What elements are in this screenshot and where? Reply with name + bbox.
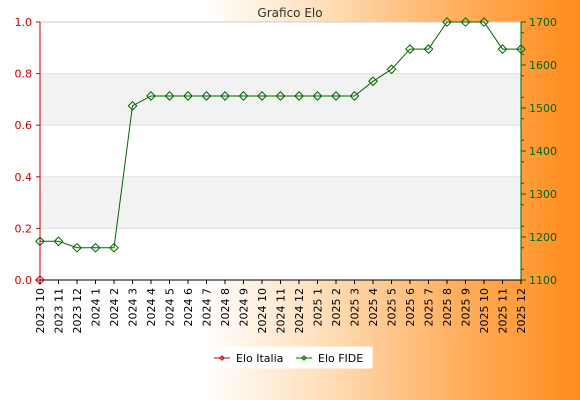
data-point xyxy=(238,91,249,101)
x-tick-label: 2025 4 xyxy=(367,288,380,327)
x-tick-label: 2024 8 xyxy=(219,288,232,327)
y-tick-right-label: 1100 xyxy=(529,274,557,287)
y-tick-left-label: 0.4 xyxy=(15,171,33,184)
data-point xyxy=(349,91,360,101)
y-tick-right-label: 1300 xyxy=(529,188,557,201)
data-point xyxy=(90,242,101,253)
data-point xyxy=(312,91,323,101)
data-point xyxy=(275,91,286,101)
x-tick-label: 2024 4 xyxy=(145,288,158,327)
data-point xyxy=(127,100,138,111)
legend-label: Elo Italia xyxy=(236,352,283,365)
x-tick-label: 2025 6 xyxy=(404,288,417,327)
y-tick-left-label: 0.2 xyxy=(15,222,33,235)
data-point xyxy=(331,91,341,101)
legend-label: Elo FIDE xyxy=(318,352,363,365)
data-point xyxy=(516,44,526,54)
x-tick-label: 2024 3 xyxy=(127,288,140,327)
x-tick-label: 2024 2 xyxy=(108,288,121,327)
plot-area xyxy=(40,22,521,280)
y-tick-right-label: 1500 xyxy=(529,102,557,115)
data-point xyxy=(109,242,119,253)
x-tick-label: 2024 9 xyxy=(238,288,251,327)
data-point xyxy=(460,17,471,27)
y-tick-right-label: 1200 xyxy=(529,231,557,244)
x-tick-label: 2025 3 xyxy=(349,288,362,327)
y-tick-right-label: 1600 xyxy=(529,59,557,72)
plot-background xyxy=(40,22,521,280)
data-point xyxy=(423,44,434,54)
x-tick-label: 2024 7 xyxy=(201,288,214,327)
data-point xyxy=(220,91,230,101)
data-point xyxy=(201,91,212,101)
data-point xyxy=(257,91,267,101)
data-point xyxy=(479,17,489,27)
y-tick-left-label: 1.0 xyxy=(15,16,33,29)
grid-band xyxy=(40,176,521,229)
series-line xyxy=(40,21,521,249)
x-tick-label: 2024 1 xyxy=(90,288,103,327)
y-tick-right-label: 1400 xyxy=(529,145,557,158)
data-point xyxy=(405,44,415,54)
x-tick-label: 2024 6 xyxy=(182,288,195,327)
legend-swatch-marker xyxy=(301,355,307,361)
x-tick-label: 2025 5 xyxy=(386,288,399,327)
x-tick-label: 2025 11 xyxy=(497,288,510,334)
data-point xyxy=(294,91,304,101)
x-tick-label: 2025 9 xyxy=(460,288,473,327)
x-tick-label: 2024 10 xyxy=(256,288,269,334)
legend-box xyxy=(209,346,373,369)
legend-swatch-marker xyxy=(219,355,225,361)
data-point xyxy=(53,236,64,247)
x-axis: 2023 10 2023 11 2023 12 2024 1 2024 2 2024 3 2… xyxy=(34,279,528,334)
x-tick-label: 2024 11 xyxy=(275,288,288,334)
x-tick-label: 2024 5 xyxy=(164,288,177,327)
legend: Elo Italia Elo FIDE xyxy=(209,346,373,369)
x-tick-label: 2025 2 xyxy=(330,288,343,327)
y-tick-left-label: 0.6 xyxy=(15,119,33,132)
x-tick-label: 2025 12 xyxy=(515,288,528,334)
chart-title: Grafico Elo xyxy=(257,6,322,20)
data-point xyxy=(35,275,45,285)
x-tick-label: 2023 12 xyxy=(71,288,84,334)
x-tick-label: 2024 12 xyxy=(293,288,306,334)
x-tick-label: 2025 10 xyxy=(478,288,491,334)
y-tick-left-label: 0.0 xyxy=(15,274,33,287)
series-layer xyxy=(35,17,526,285)
data-point xyxy=(442,17,452,27)
x-tick-label: 2023 11 xyxy=(53,288,66,334)
data-point xyxy=(35,236,45,247)
data-point xyxy=(164,91,175,101)
y-axis-right: 1100 1200 1300 1400 1500 1600 1700 xyxy=(520,16,557,287)
x-tick-label: 2023 10 xyxy=(34,288,47,334)
data-point xyxy=(497,44,508,54)
y-tick-right-label: 1700 xyxy=(529,16,557,29)
data-point xyxy=(386,64,397,75)
x-tick-label: 2025 1 xyxy=(312,288,325,327)
y-tick-left-label: 0.8 xyxy=(15,68,33,81)
data-point xyxy=(72,242,82,253)
data-point xyxy=(183,91,193,101)
x-tick-label: 2025 7 xyxy=(423,288,436,327)
grid-band xyxy=(40,73,521,126)
data-point xyxy=(146,91,156,101)
data-point xyxy=(368,76,378,87)
y-axis-left: 0.0 0.2 0.4 0.6 0.8 1.0 xyxy=(15,16,41,287)
x-tick-label: 2025 8 xyxy=(441,288,454,327)
